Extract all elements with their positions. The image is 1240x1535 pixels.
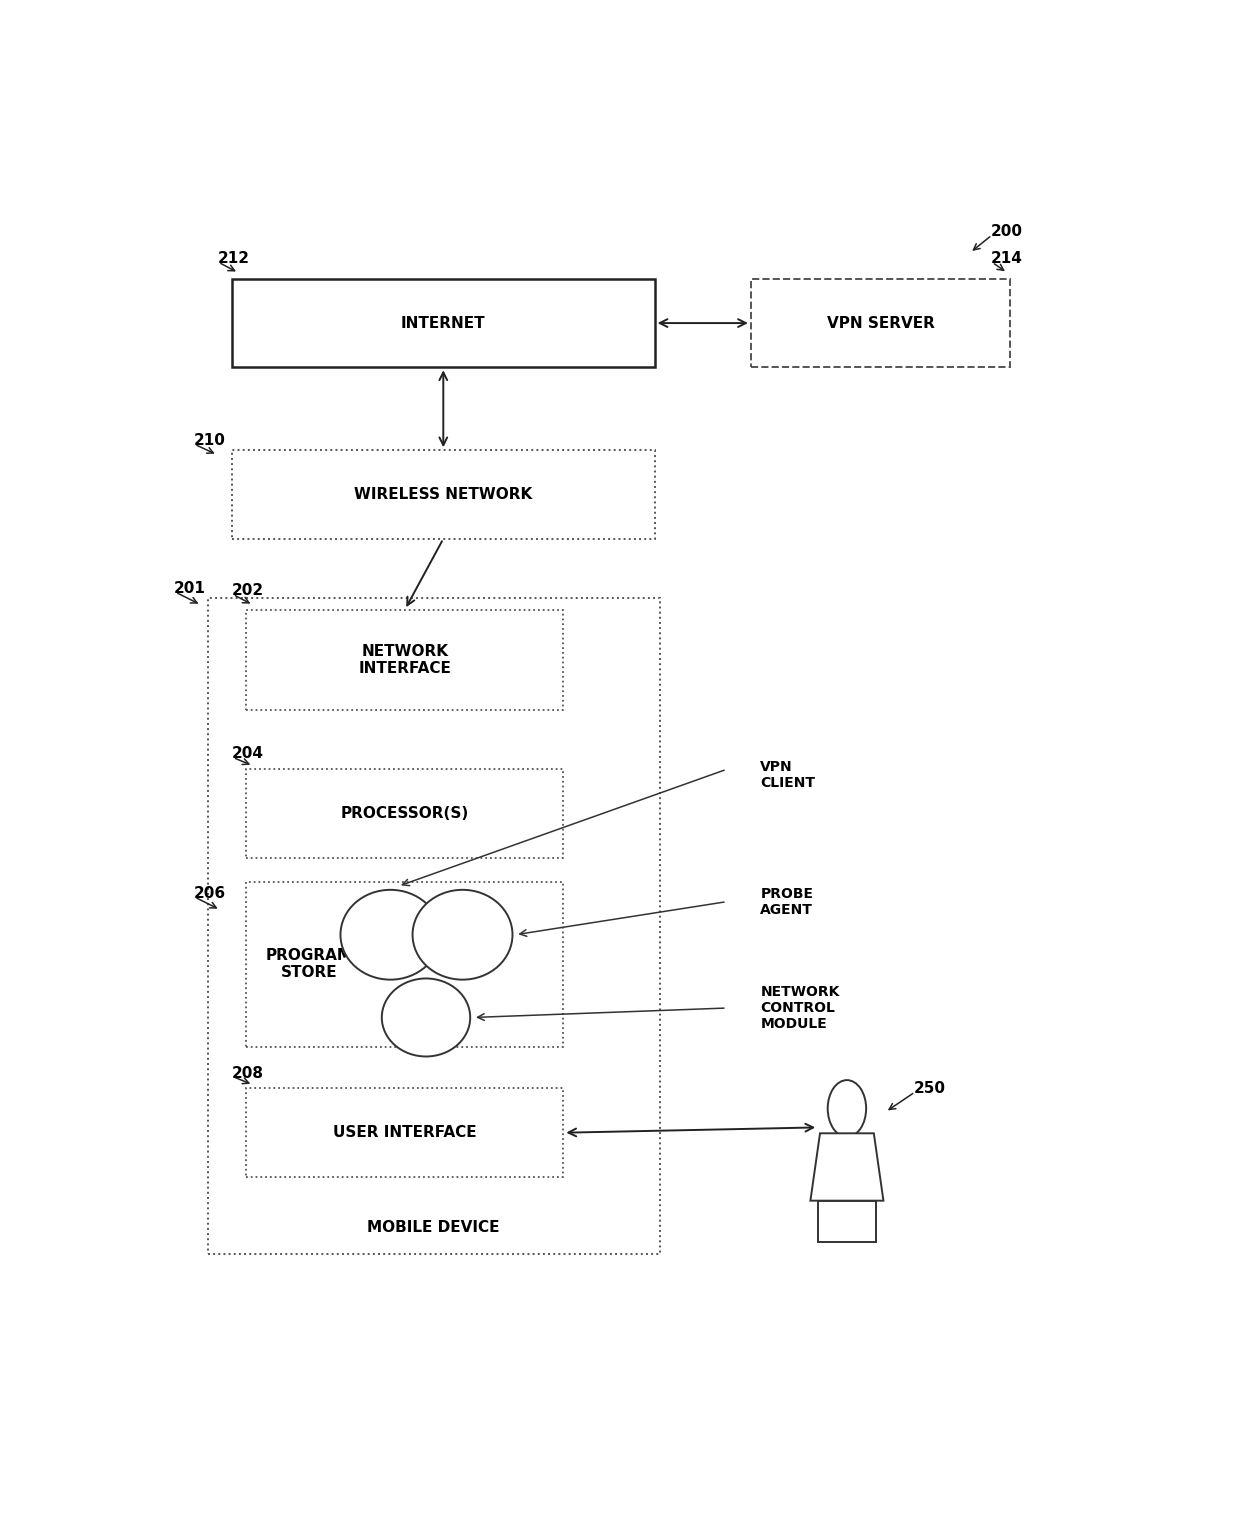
Text: 200: 200 xyxy=(991,224,1023,239)
Text: VPN SERVER: VPN SERVER xyxy=(827,316,935,330)
Text: 204: 204 xyxy=(232,746,264,761)
Ellipse shape xyxy=(828,1081,866,1137)
Text: 212: 212 xyxy=(217,252,249,266)
Text: 222: 222 xyxy=(448,927,477,942)
Text: 220: 220 xyxy=(412,1010,440,1024)
Text: NETWORK
CONTROL
MODULE: NETWORK CONTROL MODULE xyxy=(760,985,839,1032)
Ellipse shape xyxy=(382,978,470,1056)
Text: NETWORK
INTERFACE: NETWORK INTERFACE xyxy=(358,643,451,675)
Text: PROGRAM
STORE: PROGRAM STORE xyxy=(265,949,352,981)
Text: INTERNET: INTERNET xyxy=(401,316,486,330)
Text: USER INTERFACE: USER INTERFACE xyxy=(334,1125,476,1141)
Ellipse shape xyxy=(341,890,440,979)
Text: 210: 210 xyxy=(193,433,226,448)
Bar xyxy=(232,450,655,539)
Bar xyxy=(232,279,655,367)
Ellipse shape xyxy=(413,890,512,979)
Text: WIRELESS NETWORK: WIRELESS NETWORK xyxy=(355,487,532,502)
Bar xyxy=(247,881,563,1047)
Bar xyxy=(247,1088,563,1177)
Text: VPN
CLIENT: VPN CLIENT xyxy=(760,760,816,791)
Bar xyxy=(751,279,1011,367)
Text: 202: 202 xyxy=(232,583,264,599)
Bar xyxy=(247,769,563,858)
Text: 206: 206 xyxy=(193,886,226,901)
Text: 201: 201 xyxy=(174,580,206,596)
Text: 224: 224 xyxy=(376,927,405,942)
Text: 250: 250 xyxy=(914,1081,946,1096)
Bar xyxy=(818,1200,875,1242)
Text: 214: 214 xyxy=(991,252,1023,266)
Text: PROCESSOR(S): PROCESSOR(S) xyxy=(341,806,469,821)
Polygon shape xyxy=(811,1133,883,1200)
Text: 208: 208 xyxy=(232,1065,264,1081)
Bar xyxy=(208,597,660,1254)
Text: PROBE
AGENT: PROBE AGENT xyxy=(760,887,813,916)
Bar xyxy=(247,609,563,711)
Text: MOBILE DEVICE: MOBILE DEVICE xyxy=(367,1220,500,1236)
